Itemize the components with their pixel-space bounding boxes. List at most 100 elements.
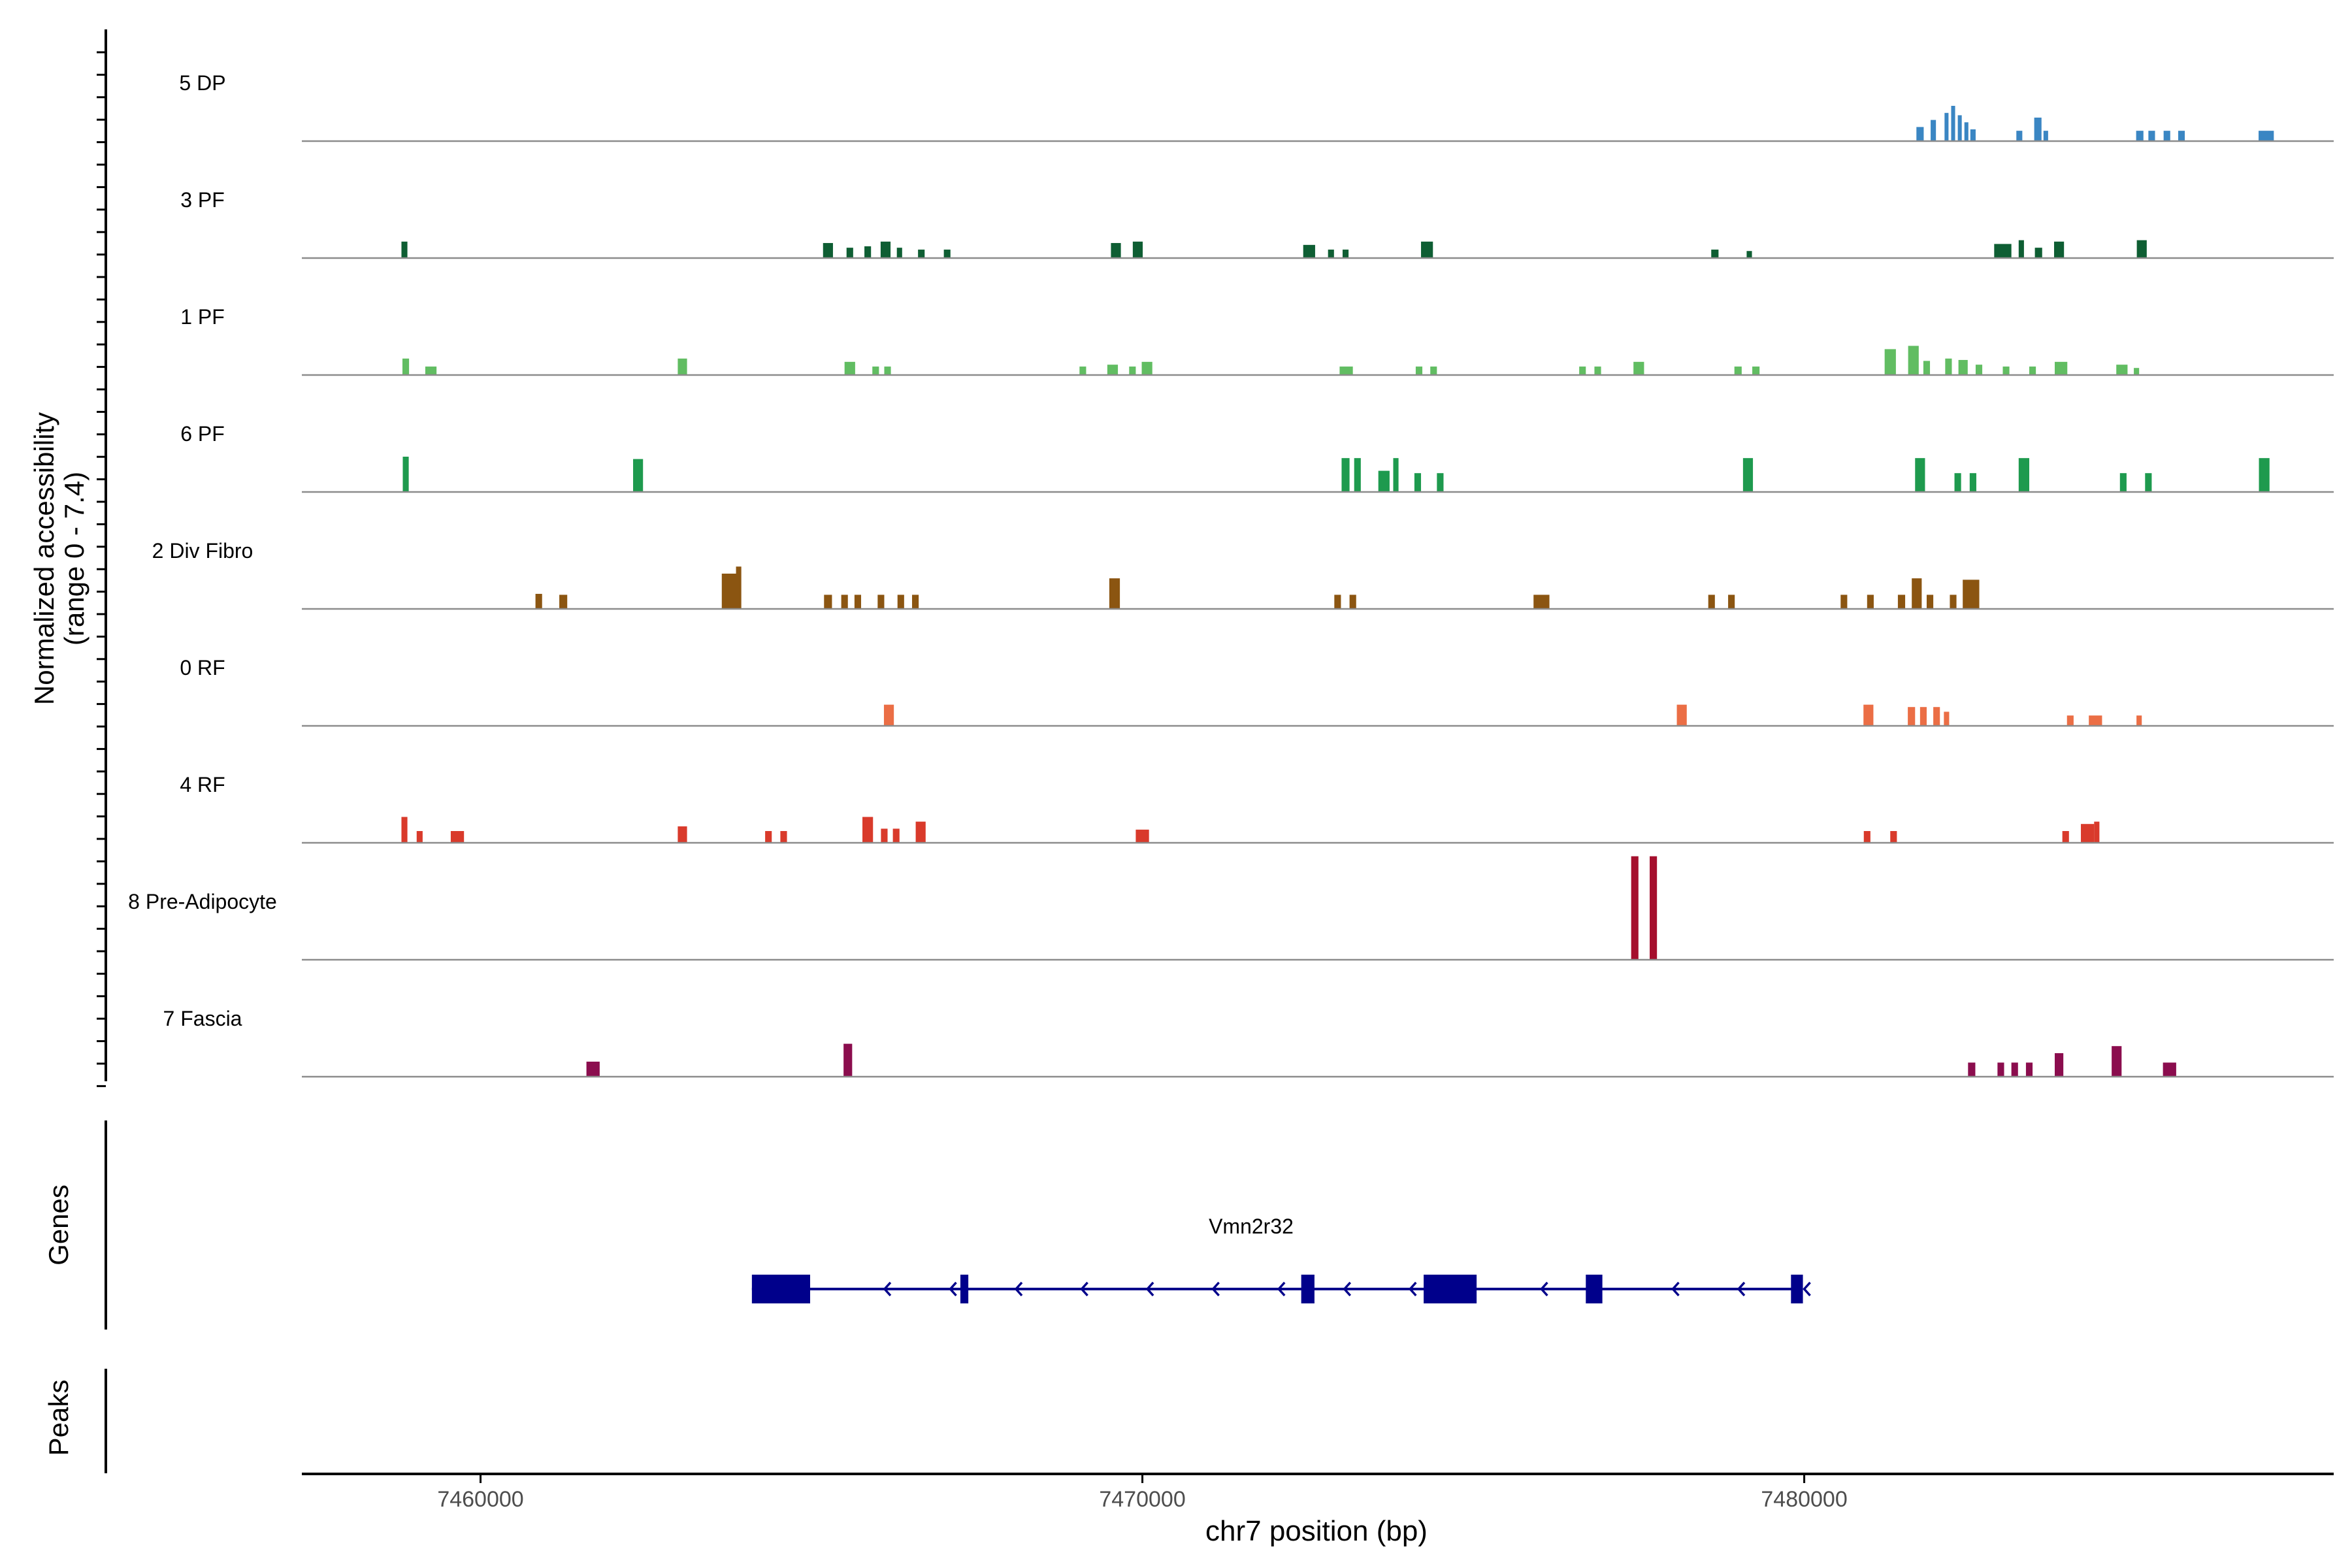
- coverage-peak: [2178, 131, 2185, 141]
- coverage-peak: [943, 250, 951, 258]
- x-tick-label: 7470000: [1099, 1487, 1185, 1512]
- x-axis: 7460000 7470000 7480000: [302, 1473, 2334, 1512]
- track-label: 2 Div Fibro: [152, 539, 253, 563]
- strand-arrow: [1145, 1281, 1154, 1297]
- coverage-peak: [2259, 458, 2270, 492]
- coverage-peak: [450, 831, 465, 843]
- coverage-peak: [416, 831, 423, 843]
- coverage-peak: [678, 358, 687, 375]
- y-axis-label-line1: Normalized accessibility: [29, 412, 59, 705]
- x-axis-title: chr7 position (bp): [1205, 1515, 1428, 1547]
- coverage-peak: [2043, 131, 2048, 141]
- coverage-peak: [1415, 367, 1423, 375]
- coverage-peak: [2163, 1062, 2176, 1077]
- strand-arrow: [1803, 1281, 1811, 1297]
- track-label: 7 Fascia: [163, 1007, 242, 1030]
- track: 2 Div Fibro: [152, 539, 2334, 610]
- coverage-peak: [1951, 106, 1955, 141]
- coverage-peak: [1354, 458, 1361, 492]
- coverage-peak: [1734, 367, 1742, 375]
- coverage-peak: [1897, 595, 1906, 609]
- strand-arrow: [1540, 1281, 1548, 1297]
- coverage-peak: [883, 704, 894, 726]
- coverage-peak: [2145, 473, 2152, 492]
- coverage-peak: [1079, 367, 1086, 375]
- coverage-peak: [1916, 127, 1924, 141]
- coverage-peak: [2002, 367, 2010, 375]
- track-label: 4 RF: [180, 773, 225, 796]
- strand-arrow: [1211, 1281, 1220, 1297]
- coverage-peak: [1437, 473, 1444, 492]
- coverage-peak: [1944, 711, 1950, 726]
- strand-arrow: [1671, 1281, 1680, 1297]
- coverage-peak: [2081, 824, 2095, 843]
- coverage-peak: [844, 361, 855, 375]
- coverage-peak: [1950, 595, 1957, 609]
- coverage-peak: [884, 367, 891, 375]
- coverage-peak: [1430, 367, 1437, 375]
- coverage-peak: [880, 241, 891, 258]
- coverage-peak: [841, 595, 848, 609]
- coverage-peak: [864, 246, 872, 258]
- coverage-peak: [2029, 367, 2036, 375]
- track: 4 RF: [180, 773, 2334, 844]
- coverage-peak: [824, 595, 832, 609]
- coverage-peak: [862, 817, 874, 843]
- coverage-peak: [2062, 831, 2069, 843]
- coverage-peak: [912, 595, 919, 609]
- coverage-peak: [1109, 578, 1120, 609]
- coverage-peak: [2066, 715, 2074, 726]
- strand-arrow: [1737, 1281, 1746, 1297]
- coverage-peak: [823, 242, 833, 258]
- coverage-peak: [1975, 365, 1983, 375]
- left-axes: [97, 29, 107, 1473]
- strand-arrow: [949, 1281, 957, 1297]
- coverage-peak: [2116, 365, 2128, 375]
- coverage-peak: [881, 828, 888, 843]
- coverage-peak: [1746, 251, 1752, 258]
- coverage-peak: [2119, 473, 2127, 492]
- track-label: 1 PF: [180, 305, 225, 329]
- coverage-peak: [846, 248, 853, 258]
- coverage-peak: [1997, 1062, 2004, 1077]
- coverage-peak: [559, 595, 568, 609]
- coverage-peak: [1341, 458, 1350, 492]
- track-label: 8 Pre-Adipocyte: [128, 890, 277, 913]
- coverage-peak: [1890, 831, 1897, 843]
- gene-exon: [1586, 1275, 1603, 1303]
- coverage-peak: [1303, 244, 1315, 258]
- coverage-peak: [2034, 248, 2042, 258]
- gene-exon: [751, 1275, 811, 1303]
- coverage-peak: [1132, 241, 1143, 258]
- track: 6 PF: [180, 422, 2334, 493]
- coverage-peak: [1129, 367, 1136, 375]
- coverage-peak: [1633, 361, 1644, 375]
- coverage-peak: [2053, 241, 2065, 258]
- coverage-peak: [1964, 122, 1968, 141]
- coverage-peak: [1915, 458, 1925, 492]
- strand-arrow: [883, 1281, 892, 1297]
- coverage-peak: [2055, 1053, 2064, 1077]
- gene-track: [751, 1275, 1811, 1303]
- coverage-peak: [2163, 131, 2170, 141]
- coverage-peak: [1107, 365, 1119, 375]
- y-axis-label-line2: (range 0 - 7.4): [59, 472, 90, 645]
- coverage-peak: [2136, 240, 2147, 258]
- coverage-peak: [1328, 250, 1334, 258]
- coverage-peak: [401, 241, 408, 258]
- coverage-peak: [1963, 580, 1980, 609]
- coverage-peak: [1742, 458, 1754, 492]
- coverage-peak: [1933, 707, 1940, 726]
- genes-axis-label: Genes: [43, 1184, 74, 1266]
- coverage-peak: [2018, 240, 2024, 258]
- coverage-peak: [2055, 361, 2068, 375]
- peaks-axis-label: Peaks: [43, 1380, 74, 1456]
- coverage-peak: [402, 358, 410, 375]
- track-label: 0 RF: [180, 656, 225, 679]
- coverage-peak: [1111, 242, 1121, 258]
- coverage-peak: [1141, 361, 1152, 375]
- coverage-peak: [897, 595, 904, 609]
- strand-arrow: [1014, 1281, 1023, 1297]
- coverage-peak: [872, 367, 879, 375]
- coverage-peak: [1867, 595, 1874, 609]
